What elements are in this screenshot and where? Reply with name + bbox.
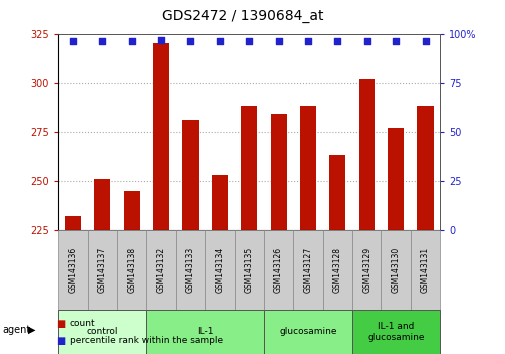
Point <box>157 37 165 42</box>
Point <box>304 39 312 44</box>
Bar <box>381 230 410 310</box>
Text: GSM143137: GSM143137 <box>97 247 107 293</box>
Bar <box>175 230 205 310</box>
Text: GSM143126: GSM143126 <box>274 247 282 293</box>
Bar <box>410 230 439 310</box>
Bar <box>146 230 175 310</box>
Text: GSM143128: GSM143128 <box>332 247 341 293</box>
Text: GSM143136: GSM143136 <box>68 247 77 293</box>
Bar <box>299 106 316 230</box>
Point <box>186 39 194 44</box>
Text: IL-1 and
glucosamine: IL-1 and glucosamine <box>367 322 424 342</box>
Text: GSM143129: GSM143129 <box>362 247 371 293</box>
Text: IL-1: IL-1 <box>196 327 213 336</box>
Text: GSM143133: GSM143133 <box>185 247 194 293</box>
Text: ■: ■ <box>56 336 65 346</box>
Bar <box>329 155 345 230</box>
Bar <box>58 230 87 310</box>
Bar <box>58 310 146 354</box>
Bar <box>270 114 286 230</box>
Bar <box>94 179 110 230</box>
Point <box>215 39 223 44</box>
Point <box>391 39 399 44</box>
Bar <box>153 44 169 230</box>
Bar <box>182 120 198 230</box>
Bar <box>146 310 264 354</box>
Point <box>421 39 429 44</box>
Bar <box>87 230 117 310</box>
Text: GSM143135: GSM143135 <box>244 247 253 293</box>
Bar <box>234 230 264 310</box>
Bar <box>211 175 227 230</box>
Bar <box>241 106 257 230</box>
Bar <box>351 310 439 354</box>
Bar <box>322 230 351 310</box>
Bar <box>117 230 146 310</box>
Point <box>127 39 135 44</box>
Text: GSM143134: GSM143134 <box>215 247 224 293</box>
Point <box>69 39 77 44</box>
Text: GSM143138: GSM143138 <box>127 247 136 293</box>
Text: control: control <box>86 327 118 336</box>
Text: agent: agent <box>3 325 31 335</box>
Point <box>245 39 253 44</box>
Bar <box>264 310 351 354</box>
Text: ▶: ▶ <box>28 325 35 335</box>
Text: GSM143131: GSM143131 <box>420 247 429 293</box>
Text: GDS2472 / 1390684_at: GDS2472 / 1390684_at <box>162 9 323 23</box>
Bar <box>351 230 381 310</box>
Text: GSM143132: GSM143132 <box>156 247 165 293</box>
Text: percentile rank within the sample: percentile rank within the sample <box>70 336 223 345</box>
Bar <box>358 79 374 230</box>
Bar <box>205 230 234 310</box>
Bar <box>65 216 81 230</box>
Point <box>274 39 282 44</box>
Bar <box>293 230 322 310</box>
Bar <box>387 128 403 230</box>
Point <box>362 39 370 44</box>
Text: glucosamine: glucosamine <box>279 327 336 336</box>
Bar <box>264 230 293 310</box>
Point <box>98 39 106 44</box>
Point <box>333 39 341 44</box>
Text: GSM143130: GSM143130 <box>391 247 400 293</box>
Text: count: count <box>70 319 95 329</box>
Bar <box>123 191 139 230</box>
Bar <box>417 106 433 230</box>
Text: GSM143127: GSM143127 <box>303 247 312 293</box>
Text: ■: ■ <box>56 319 65 329</box>
